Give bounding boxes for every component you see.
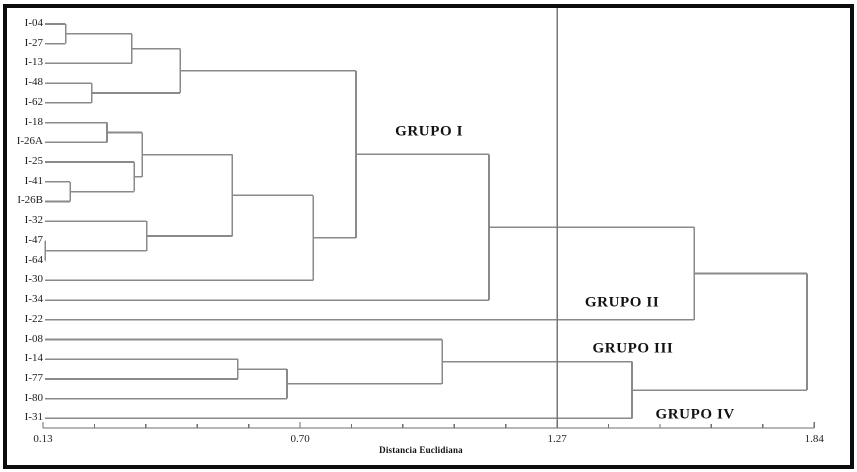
group-label: GRUPO III <box>592 340 674 357</box>
leaf-label: I-08 <box>24 332 43 345</box>
leaf-label: I-32 <box>24 214 43 227</box>
leaf-label: I-27 <box>24 36 43 49</box>
x-axis-tick-label: 0.70 <box>290 433 310 445</box>
group-label: GRUPO I <box>395 123 464 140</box>
leaf-label: I-30 <box>24 273 43 286</box>
leaf-label: I-64 <box>24 253 43 266</box>
leaf-label: I-80 <box>24 391 43 404</box>
leaf-label: I-31 <box>24 411 43 424</box>
leaf-label: I-22 <box>24 312 43 325</box>
x-axis-tick-label: 1.27 <box>547 433 567 445</box>
leaf-label: I-13 <box>24 56 43 69</box>
group-label: GRUPO IV <box>655 406 735 423</box>
leaf-label: I-14 <box>24 352 43 365</box>
leaf-label: I-25 <box>24 155 43 168</box>
x-axis-title: Distancia Euclidiana <box>379 445 463 455</box>
leaf-label: I-18 <box>24 115 43 128</box>
leaf-label: I-47 <box>24 233 43 246</box>
leaf-label: I-34 <box>24 293 43 306</box>
figure-border <box>3 4 854 469</box>
x-axis-tick-label: 1.84 <box>804 433 824 445</box>
x-axis-tick-label: 0.13 <box>33 433 53 445</box>
leaf-label: I-62 <box>24 95 43 108</box>
leaf-label: I-04 <box>24 17 43 29</box>
leaf-label: I-26A <box>16 135 43 148</box>
leaf-label: I-48 <box>24 76 43 89</box>
leaf-label: I-77 <box>24 371 43 384</box>
leaf-label: I-26B <box>17 194 43 207</box>
leaf-label: I-41 <box>24 174 43 187</box>
group-label: GRUPO II <box>584 294 660 311</box>
